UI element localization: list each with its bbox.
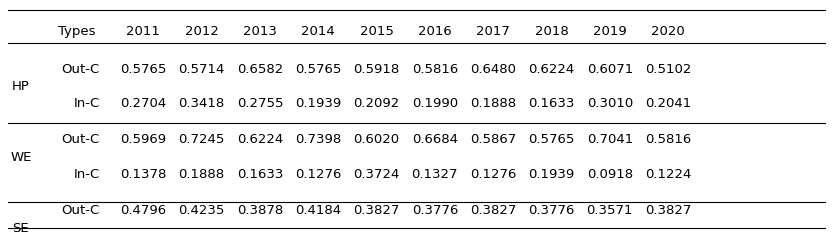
Text: 0.1327: 0.1327 — [412, 168, 458, 181]
Text: 0.0918: 0.0918 — [586, 168, 633, 181]
Text: 0.5714: 0.5714 — [178, 63, 225, 76]
Text: Types: Types — [57, 25, 96, 38]
Text: Out-C: Out-C — [62, 63, 100, 76]
Text: 0.3724: 0.3724 — [353, 168, 400, 181]
Text: SE: SE — [12, 222, 29, 235]
Text: 0.2092: 0.2092 — [353, 98, 400, 110]
Text: 0.3776: 0.3776 — [412, 204, 458, 217]
Text: 0.3827: 0.3827 — [353, 204, 400, 217]
Text: 0.1888: 0.1888 — [178, 168, 225, 181]
Text: HP: HP — [12, 80, 30, 93]
Text: 0.1633: 0.1633 — [528, 98, 575, 110]
Text: 0.1276: 0.1276 — [470, 168, 516, 181]
Text: 0.5918: 0.5918 — [353, 63, 400, 76]
Text: 0.7041: 0.7041 — [586, 133, 633, 146]
Text: 0.6224: 0.6224 — [528, 63, 575, 76]
Text: 0.5816: 0.5816 — [645, 133, 691, 146]
Text: 0.5765: 0.5765 — [295, 63, 342, 76]
Text: 2019: 2019 — [593, 25, 626, 38]
Text: 2016: 2016 — [418, 25, 451, 38]
Text: 0.5102: 0.5102 — [645, 63, 691, 76]
Text: 0.4184: 0.4184 — [295, 204, 342, 217]
Text: 0.2755: 0.2755 — [237, 98, 283, 110]
Text: Out-C: Out-C — [62, 133, 100, 146]
Text: 0.5867: 0.5867 — [470, 133, 516, 146]
Text: 0.5765: 0.5765 — [528, 133, 575, 146]
Text: Out-C: Out-C — [62, 204, 100, 217]
Text: 0.3827: 0.3827 — [470, 204, 516, 217]
Text: 2020: 2020 — [651, 25, 685, 38]
Text: 2017: 2017 — [476, 25, 510, 38]
Text: 2013: 2013 — [243, 25, 277, 38]
Text: 2018: 2018 — [535, 25, 568, 38]
Text: 0.3010: 0.3010 — [586, 98, 633, 110]
Text: 0.1276: 0.1276 — [295, 168, 342, 181]
Text: 0.1224: 0.1224 — [645, 168, 691, 181]
Text: 0.5765: 0.5765 — [120, 63, 167, 76]
Text: 2014: 2014 — [302, 25, 335, 38]
Text: 0.7245: 0.7245 — [178, 133, 225, 146]
Text: 0.3418: 0.3418 — [178, 98, 225, 110]
Text: 0.3827: 0.3827 — [645, 204, 691, 217]
Text: 0.3571: 0.3571 — [586, 204, 633, 217]
Text: 0.6582: 0.6582 — [237, 63, 283, 76]
Text: 0.7398: 0.7398 — [295, 133, 342, 146]
Text: 0.1939: 0.1939 — [528, 168, 575, 181]
Text: 0.4235: 0.4235 — [178, 204, 225, 217]
Text: 0.3776: 0.3776 — [528, 204, 575, 217]
Text: In-C: In-C — [73, 168, 100, 181]
Text: 0.6480: 0.6480 — [470, 63, 516, 76]
Text: 0.1939: 0.1939 — [295, 98, 342, 110]
Text: 0.6224: 0.6224 — [237, 133, 283, 146]
Text: 0.2041: 0.2041 — [645, 98, 691, 110]
Text: WE: WE — [10, 151, 32, 164]
Text: 0.1378: 0.1378 — [120, 168, 167, 181]
Text: 0.1888: 0.1888 — [470, 98, 516, 110]
Text: In-C: In-C — [73, 98, 100, 110]
Text: 0.1633: 0.1633 — [237, 168, 283, 181]
Text: 0.3878: 0.3878 — [237, 204, 283, 217]
Text: 0.2704: 0.2704 — [120, 98, 167, 110]
Text: 0.4796: 0.4796 — [120, 204, 167, 217]
Text: 2011: 2011 — [127, 25, 160, 38]
Text: 0.1990: 0.1990 — [412, 98, 458, 110]
Text: 0.5816: 0.5816 — [412, 63, 458, 76]
Text: 2012: 2012 — [185, 25, 218, 38]
Text: 0.6071: 0.6071 — [586, 63, 633, 76]
Text: 0.5969: 0.5969 — [120, 133, 167, 146]
Text: 0.6684: 0.6684 — [412, 133, 458, 146]
Text: 2015: 2015 — [360, 25, 393, 38]
Text: 0.6020: 0.6020 — [353, 133, 400, 146]
